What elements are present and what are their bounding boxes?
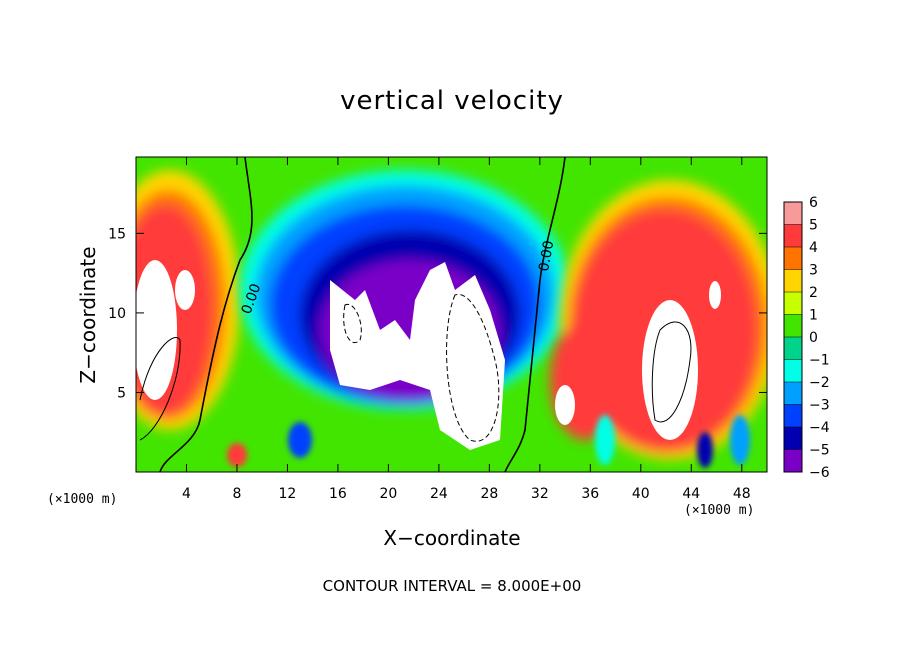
contour-interval-note: CONTOUR INTERVAL = 8.000E+00 bbox=[322, 577, 582, 595]
x-axis-ticks: 4 8 12 16 20 24 28 32 36 40 44 48 bbox=[182, 157, 751, 502]
x-tick-label: 4 bbox=[182, 486, 191, 502]
x-axis-label: X−coordinate bbox=[383, 526, 521, 550]
x-tick-label: 16 bbox=[329, 486, 347, 502]
x-tick-label: 36 bbox=[581, 486, 599, 502]
colorbar-swatch bbox=[784, 202, 802, 225]
colorbar-swatch bbox=[784, 247, 802, 270]
y-tick-label: 5 bbox=[117, 385, 126, 401]
colorbar-tick-label: 1 bbox=[809, 308, 818, 324]
colorbar-tick-label: 5 bbox=[809, 218, 818, 234]
colorbar-swatch bbox=[784, 359, 802, 383]
x-tick-label: 20 bbox=[379, 486, 397, 502]
x-tick-label: 32 bbox=[531, 486, 549, 502]
colorbar-tick-label: 2 bbox=[809, 285, 818, 301]
x-tick-label: 44 bbox=[682, 486, 700, 502]
colorbar: 6 5 4 3 2 1 0 −1 −2 −3 −4 −5 −6 bbox=[783, 195, 830, 481]
x-tick-label: 40 bbox=[632, 486, 650, 502]
colorbar-tick-label: −2 bbox=[809, 375, 830, 391]
colorbar-swatch bbox=[784, 382, 802, 405]
x-unit-right: (×1000 m) bbox=[684, 503, 755, 518]
colorbar-tick-label: −1 bbox=[809, 353, 830, 369]
colorbar-tick-label: 6 bbox=[809, 195, 818, 211]
colorbar-swatch bbox=[784, 427, 802, 450]
colorbar-swatch bbox=[784, 337, 802, 360]
colorbar-swatch bbox=[784, 224, 802, 248]
chart-title: vertical velocity bbox=[340, 86, 564, 116]
x-tick-label: 48 bbox=[733, 486, 751, 502]
x-unit-left: (×1000 m) bbox=[47, 492, 118, 507]
x-tick-label: 12 bbox=[279, 486, 297, 502]
colorbar-tick-label: 4 bbox=[809, 240, 818, 256]
colorbar-swatch bbox=[784, 404, 802, 428]
colorbar-tick-label: −3 bbox=[809, 398, 830, 414]
x-tick-label: 8 bbox=[232, 486, 241, 502]
x-tick-label: 24 bbox=[430, 486, 448, 502]
plot-frame bbox=[135, 156, 768, 473]
colorbar-tick-label: 0 bbox=[809, 330, 818, 346]
heatmap-field bbox=[136, 157, 767, 472]
colorbar-swatch bbox=[784, 292, 802, 315]
colorbar-tick-label: −5 bbox=[809, 443, 830, 459]
y-axis-ticks: 5 10 15 bbox=[108, 226, 767, 401]
contour-label: 0.00 bbox=[536, 239, 557, 272]
y-tick-label: 15 bbox=[108, 226, 126, 242]
colorbar-tick-label: −6 bbox=[809, 465, 830, 481]
colorbar-swatch bbox=[784, 269, 802, 293]
colorbar-swatch bbox=[784, 314, 802, 338]
y-tick-label: 10 bbox=[108, 306, 126, 322]
colorbar-tick-label: −4 bbox=[809, 420, 830, 436]
colorbar-tick-label: 3 bbox=[809, 263, 818, 279]
colorbar-swatch bbox=[784, 449, 802, 473]
x-tick-label: 28 bbox=[480, 486, 498, 502]
